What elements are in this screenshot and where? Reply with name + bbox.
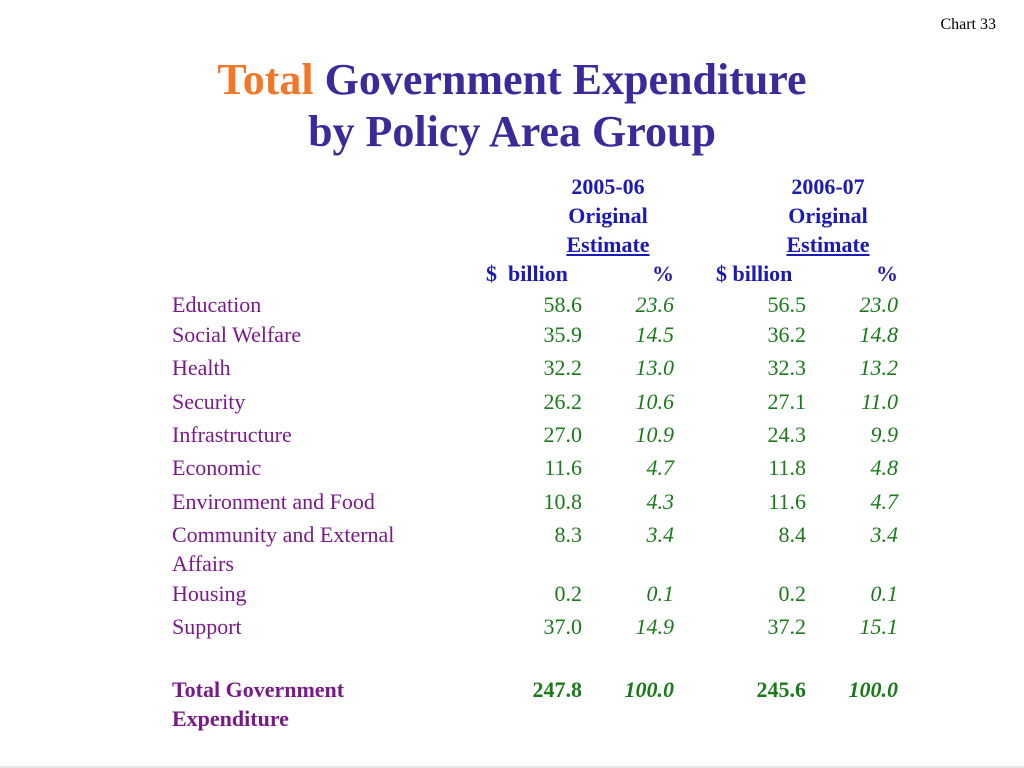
value-2006-07: 37.2 <box>767 614 807 639</box>
value-2006-07: 24.3 <box>767 422 807 447</box>
pct-2006-07: 4.7 <box>870 489 899 514</box>
row-label: Total Government Expenditure <box>172 677 345 731</box>
bottom-divider <box>0 766 1024 768</box>
row-label: Social Welfare <box>172 322 302 347</box>
value-2005-06: 0.2 <box>554 581 583 606</box>
value-2005-06: 10.8 <box>543 489 583 514</box>
column-year: 2005-06 <box>571 174 645 199</box>
pct-2006-07: 0.1 <box>870 581 899 606</box>
title-line-1-rest: Government Expenditure <box>313 55 807 104</box>
pct-2005-06: 4.7 <box>646 455 675 480</box>
page-title: Total Government Expenditure by Policy A… <box>0 54 1024 158</box>
title-line-2: by Policy Area Group <box>308 107 716 156</box>
value-2006-07: 245.6 <box>756 677 807 702</box>
pct-2005-06: 14.9 <box>635 614 675 639</box>
column-estimate: Estimate <box>566 232 650 257</box>
row-label: Community and External Affairs <box>172 522 395 576</box>
column-header-2006-07: 2006-07 Original Estimate <box>768 172 888 259</box>
row-label: Health <box>172 355 231 380</box>
row-label: Infrastructure <box>172 422 292 447</box>
pct-2005-06: 100.0 <box>624 677 675 702</box>
row-label: Support <box>172 614 242 639</box>
pct-2005-06: 4.3 <box>646 489 675 514</box>
value-2006-07: 8.4 <box>778 522 807 547</box>
value-2006-07: 27.1 <box>767 389 807 414</box>
unit-amount-2006-07: $ billion <box>716 261 793 286</box>
row-label: Education <box>172 292 262 317</box>
value-2005-06: 247.8 <box>532 677 583 702</box>
pct-2006-07: 3.4 <box>870 522 899 547</box>
title-accent: Total <box>217 55 314 104</box>
unit-amount-2005-06: $ billion <box>486 261 568 286</box>
value-2005-06: 37.0 <box>543 614 583 639</box>
value-2005-06: 35.9 <box>543 322 583 347</box>
pct-2005-06: 0.1 <box>646 581 675 606</box>
value-2006-07: 36.2 <box>767 322 807 347</box>
pct-2005-06: 23.6 <box>635 292 675 317</box>
value-2005-06: 26.2 <box>543 389 583 414</box>
column-estimate: Estimate <box>786 232 870 257</box>
value-2005-06: 8.3 <box>554 522 583 547</box>
unit-pct-2006-07: % <box>876 261 898 286</box>
column-year: 2006-07 <box>791 174 865 199</box>
value-2005-06: 11.6 <box>544 455 582 480</box>
value-2006-07: 56.5 <box>767 292 807 317</box>
row-label: Environment and Food <box>172 489 375 514</box>
pct-2006-07: 15.1 <box>859 614 899 639</box>
pct-2005-06: 14.5 <box>635 322 675 347</box>
pct-2005-06: 10.9 <box>635 422 675 447</box>
pct-2006-07: 9.9 <box>870 422 899 447</box>
pct-2006-07: 11.0 <box>861 389 898 414</box>
chart-number: Chart 33 <box>940 16 996 33</box>
value-2006-07: 11.8 <box>768 455 806 480</box>
value-2005-06: 27.0 <box>543 422 583 447</box>
pct-2005-06: 10.6 <box>635 389 675 414</box>
pct-2005-06: 13.0 <box>635 355 675 380</box>
value-2006-07: 0.2 <box>778 581 807 606</box>
pct-2005-06: 3.4 <box>646 522 675 547</box>
unit-pct-2005-06: % <box>652 261 674 286</box>
column-kind: Original <box>788 203 868 228</box>
column-kind: Original <box>568 203 648 228</box>
row-label: Housing <box>172 581 247 606</box>
row-label: Economic <box>172 455 262 480</box>
value-2006-07: 11.6 <box>768 489 806 514</box>
value-2005-06: 32.2 <box>543 355 583 380</box>
value-2005-06: 58.6 <box>543 292 583 317</box>
pct-2006-07: 23.0 <box>859 292 899 317</box>
column-header-2005-06: 2005-06 Original Estimate <box>548 172 668 259</box>
pct-2006-07: 100.0 <box>848 677 899 702</box>
row-label: Security <box>172 389 246 414</box>
value-2006-07: 32.3 <box>767 355 807 380</box>
pct-2006-07: 13.2 <box>859 355 899 380</box>
pct-2006-07: 4.8 <box>870 455 899 480</box>
pct-2006-07: 14.8 <box>859 322 899 347</box>
title-line-1: Total Government Expenditure <box>0 54 1024 106</box>
